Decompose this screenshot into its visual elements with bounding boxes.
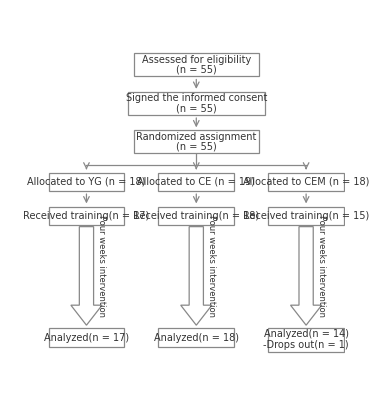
Polygon shape	[181, 227, 212, 325]
Text: (n = 55): (n = 55)	[176, 65, 217, 75]
Polygon shape	[291, 227, 322, 325]
Text: Allocated to CE (n = 19): Allocated to CE (n = 19)	[137, 177, 255, 187]
Text: Four weeks intervention: Four weeks intervention	[97, 215, 106, 317]
Text: Received training(n = 18): Received training(n = 18)	[133, 211, 259, 221]
FancyBboxPatch shape	[268, 207, 344, 225]
Text: Received training(n = 17): Received training(n = 17)	[23, 211, 150, 221]
FancyBboxPatch shape	[159, 207, 234, 225]
FancyBboxPatch shape	[134, 53, 259, 76]
Text: Allocated to YG (n = 18): Allocated to YG (n = 18)	[27, 177, 146, 187]
Text: Analyzed(n = 14): Analyzed(n = 14)	[264, 330, 349, 340]
Text: Randomized assignment: Randomized assignment	[136, 132, 257, 142]
FancyBboxPatch shape	[268, 173, 344, 191]
FancyBboxPatch shape	[159, 173, 234, 191]
FancyBboxPatch shape	[49, 207, 124, 225]
Text: -Drops out(n = 1): -Drops out(n = 1)	[263, 340, 349, 350]
FancyBboxPatch shape	[49, 328, 124, 347]
Text: (n = 55): (n = 55)	[176, 142, 217, 152]
FancyBboxPatch shape	[128, 92, 265, 115]
FancyBboxPatch shape	[49, 173, 124, 191]
Text: Analyzed(n = 17): Analyzed(n = 17)	[44, 332, 129, 342]
Text: (n = 55): (n = 55)	[176, 104, 217, 114]
Text: Analyzed(n = 18): Analyzed(n = 18)	[154, 332, 239, 342]
Text: Allocated to CEM (n = 18): Allocated to CEM (n = 18)	[243, 177, 369, 187]
FancyBboxPatch shape	[159, 328, 234, 347]
Text: Received training(n = 15): Received training(n = 15)	[243, 211, 369, 221]
FancyBboxPatch shape	[134, 130, 259, 154]
FancyBboxPatch shape	[268, 328, 344, 352]
Polygon shape	[71, 227, 102, 325]
Text: Assessed for eligibility: Assessed for eligibility	[142, 55, 251, 65]
Text: Signed the informed consent: Signed the informed consent	[126, 94, 267, 104]
Text: Four weeks intervention: Four weeks intervention	[207, 215, 216, 317]
Text: Four weeks intervention: Four weeks intervention	[317, 215, 326, 317]
